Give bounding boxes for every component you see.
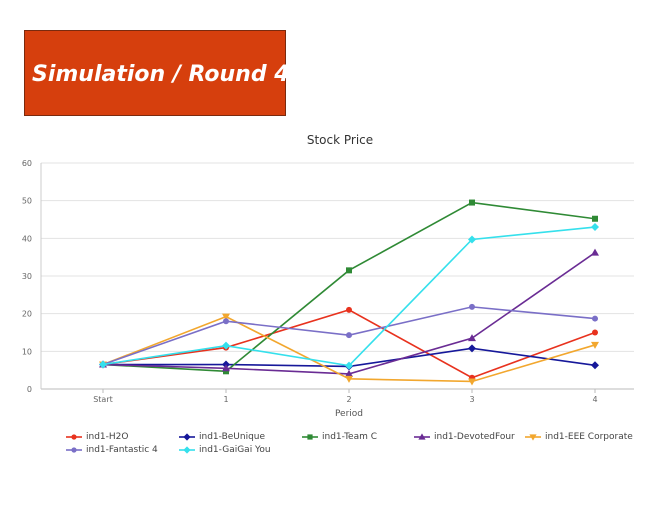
legend-swatch-marker [307, 434, 313, 440]
legend-label: ind1-BeUnique [199, 432, 266, 442]
data-point[interactable] [591, 223, 599, 232]
data-point[interactable] [346, 306, 352, 313]
legend: ind1-H2O ind1-BeUnique ind1-Team C ind1-Dev… [66, 432, 646, 455]
data-point[interactable] [468, 235, 476, 244]
data-point[interactable] [345, 375, 353, 383]
legend-swatch [525, 434, 541, 441]
data-point[interactable] [346, 332, 352, 339]
legend-swatch [179, 446, 195, 454]
y-tick-label: 60 [22, 159, 32, 168]
data-point[interactable] [591, 361, 599, 370]
data-point[interactable] [592, 215, 598, 222]
series-line[interactable] [102, 226, 596, 367]
y-tick-label: 0 [27, 385, 32, 394]
legend-item[interactable]: ind1-GaiGai You [179, 445, 302, 455]
legend-swatch [66, 447, 82, 453]
banner-title: Simulation / Round 4 [32, 62, 290, 87]
legend-swatch-marker [418, 433, 426, 440]
legend-swatch-marker [183, 433, 191, 441]
data-point[interactable] [223, 318, 229, 325]
data-point[interactable] [223, 368, 229, 375]
legend-label: ind1-Team C [322, 432, 377, 442]
legend-label: ind1-GaiGai You [199, 445, 271, 455]
legend-label: ind1-EEE Corporate [545, 432, 633, 442]
series-layer [99, 199, 599, 386]
data-point[interactable] [592, 329, 598, 336]
x-tick-label: 1 [223, 395, 228, 404]
legend-swatch-marker [71, 434, 77, 440]
data-point[interactable] [468, 378, 476, 386]
y-tick-label: 20 [22, 310, 32, 319]
legend-swatch-marker [183, 446, 191, 454]
data-point[interactable] [222, 341, 230, 350]
x-tick-label: Start [93, 395, 113, 404]
y-tick-label: 10 [22, 347, 32, 356]
legend-swatch [66, 434, 82, 440]
legend-item[interactable]: ind1-Team C [302, 432, 414, 442]
legend-swatch-marker [71, 447, 77, 453]
series-line[interactable] [102, 201, 596, 373]
axes: 0 10 20 30 40 50 60 Start 1 2 3 4 [22, 159, 598, 404]
data-point[interactable] [591, 341, 599, 349]
data-point[interactable] [592, 315, 598, 322]
legend-label: ind1-H2O [86, 432, 129, 442]
title-banner: Simulation / Round 4 [24, 30, 290, 116]
y-tick-label: 50 [22, 197, 32, 206]
legend-item[interactable]: ind1-BeUnique [179, 432, 302, 442]
series-6 [99, 223, 599, 370]
legend-swatch [302, 434, 318, 440]
data-point[interactable] [99, 360, 107, 369]
legend-label: ind1-Fantastic 4 [86, 445, 158, 455]
legend-label: ind1-DevotedFour [434, 432, 515, 442]
data-point[interactable] [222, 364, 230, 372]
legend-item[interactable]: ind1-H2O [66, 432, 179, 442]
data-point[interactable] [222, 313, 230, 321]
data-point[interactable] [468, 344, 476, 353]
data-point[interactable] [469, 199, 475, 206]
y-tick-label: 40 [22, 234, 32, 243]
data-point[interactable] [346, 267, 352, 274]
x-axis-title: Period [335, 409, 363, 419]
data-point[interactable] [468, 334, 476, 342]
legend-swatch [179, 433, 195, 441]
x-tick-label: 2 [346, 395, 351, 404]
data-point[interactable] [591, 248, 599, 256]
x-tick-label: 3 [469, 395, 474, 404]
legend-item[interactable]: ind1-Fantastic 4 [66, 445, 179, 455]
data-point[interactable] [345, 369, 353, 377]
legend-swatch-marker [529, 434, 537, 441]
series-2 [100, 199, 598, 375]
x-tick-label: 4 [592, 395, 597, 404]
legend-item[interactable]: ind1-DevotedFour [414, 432, 525, 442]
chart-title: Stock Price [307, 133, 373, 147]
legend-swatch [414, 433, 430, 440]
data-point[interactable] [469, 303, 475, 310]
y-tick-label: 30 [22, 272, 32, 281]
legend-item[interactable]: ind1-EEE Corporate [525, 432, 640, 442]
series-5 [100, 303, 598, 368]
data-point[interactable] [345, 361, 353, 370]
